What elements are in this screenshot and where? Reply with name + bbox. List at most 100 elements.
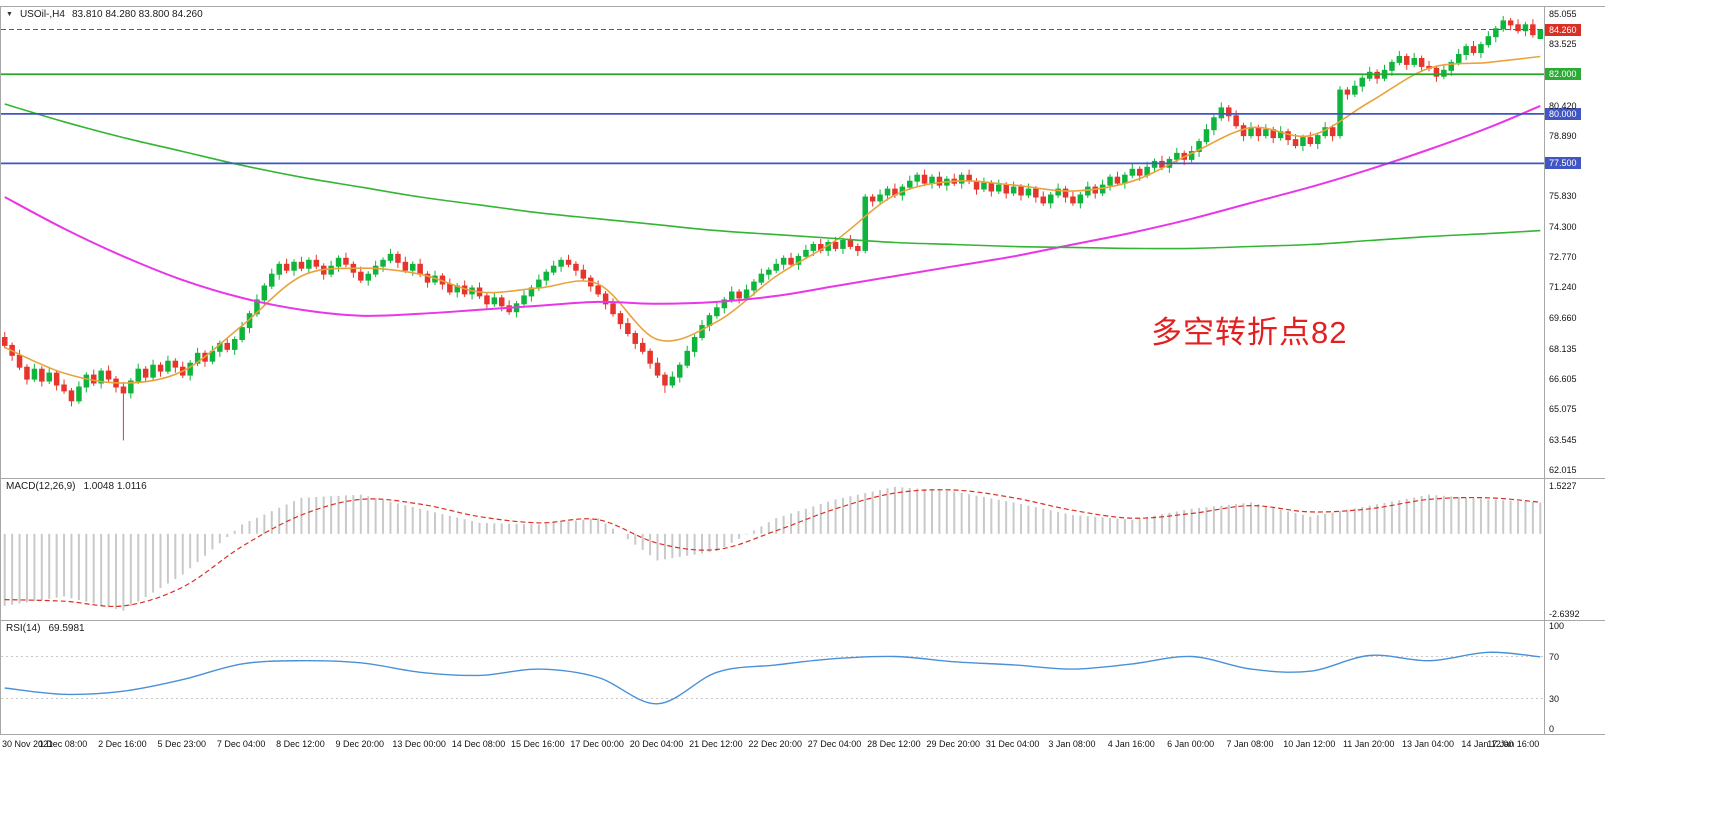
candle-body bbox=[625, 323, 631, 335]
candle-body bbox=[120, 386, 127, 394]
candle-body bbox=[291, 261, 297, 271]
candle-body bbox=[380, 259, 386, 267]
price-tick-label: 71.240 bbox=[1549, 282, 1577, 293]
candle-body bbox=[461, 285, 468, 295]
time-axis[interactable]: 30 Nov 2021 1 Dec 08:00 2 Dec 16:00 5 Dec 2… bbox=[0, 735, 1605, 757]
time-tick-label: 4 Jan 16:00 bbox=[1107, 739, 1155, 749]
time-tick-label: 31 Dec 04:00 bbox=[985, 739, 1040, 749]
candle-body bbox=[499, 297, 505, 307]
price-tick-label: 78.890 bbox=[1549, 130, 1577, 141]
candle-body bbox=[1404, 56, 1410, 65]
time-tick-label: 29 Dec 20:00 bbox=[926, 739, 981, 749]
candle-body bbox=[269, 273, 275, 287]
candle-body bbox=[1040, 196, 1046, 204]
candle-body bbox=[1292, 139, 1299, 147]
candle-body bbox=[803, 249, 809, 257]
candle-body bbox=[810, 244, 817, 251]
candle-body bbox=[1411, 58, 1417, 65]
rsi-label-row: RSI(14) 69.5981 bbox=[6, 623, 85, 634]
candle-body bbox=[647, 350, 653, 364]
candle-body bbox=[165, 360, 171, 372]
candle-body bbox=[847, 240, 854, 247]
candle-body bbox=[1374, 71, 1380, 79]
time-tick-label: 30 Nov 2021 bbox=[2, 739, 54, 749]
candle-body bbox=[832, 242, 839, 249]
candle-body bbox=[1003, 184, 1009, 194]
candle-body bbox=[1151, 160, 1158, 168]
price-axis[interactable]: 84.260 82.000 80.000 77.500 85.055 83.525 80.4… bbox=[1544, 7, 1606, 478]
candle-body bbox=[884, 188, 891, 196]
candle-body bbox=[410, 263, 416, 271]
candle-body bbox=[840, 240, 846, 249]
candle-body bbox=[610, 303, 616, 315]
candle-body bbox=[313, 259, 320, 267]
candle-body bbox=[83, 374, 90, 388]
candle-body bbox=[387, 253, 394, 261]
candle-body bbox=[632, 333, 638, 344]
candle-body bbox=[929, 176, 935, 184]
candle-body bbox=[1062, 188, 1069, 198]
candle-body bbox=[640, 342, 646, 352]
candle-body bbox=[372, 265, 379, 275]
time-tick-label: 17 Dec 00:00 bbox=[570, 739, 624, 749]
candle-body bbox=[194, 352, 201, 364]
candle-body bbox=[1107, 176, 1113, 186]
candle-body bbox=[224, 342, 230, 350]
rsi-chart[interactable] bbox=[1, 621, 1544, 734]
candlestick-chart[interactable] bbox=[1, 7, 1544, 478]
rsi-tick-label: 0 bbox=[1549, 724, 1555, 734]
candle-body bbox=[662, 374, 668, 386]
price-level-badge: 80.000 bbox=[1545, 107, 1581, 120]
macd-tick-label: 1.5227 bbox=[1549, 481, 1577, 492]
candle-body bbox=[1159, 160, 1165, 168]
price-tick-label: 74.300 bbox=[1549, 221, 1577, 232]
candle-body bbox=[16, 354, 23, 368]
candle-body bbox=[76, 386, 82, 402]
rsi-tick-label: 70 bbox=[1549, 651, 1560, 662]
collapse-icon[interactable]: ▼ bbox=[6, 11, 13, 18]
candle-body bbox=[936, 176, 943, 186]
price-tick-label: 62.015 bbox=[1549, 464, 1577, 475]
candle-body bbox=[699, 325, 705, 339]
candle-body bbox=[1211, 117, 1217, 131]
candle-body bbox=[1456, 54, 1462, 63]
candle-body bbox=[1352, 85, 1358, 95]
price-tick-label: 69.660 bbox=[1549, 313, 1577, 324]
candle-body bbox=[261, 285, 268, 301]
candle-body bbox=[142, 368, 149, 378]
rsi-tick-label: 100 bbox=[1549, 621, 1565, 631]
candle-body bbox=[1122, 174, 1128, 184]
macd-chart[interactable] bbox=[1, 479, 1544, 620]
candle-body bbox=[617, 313, 624, 325]
macd-axis[interactable]: 1.5227 -2.6392 bbox=[1544, 479, 1606, 620]
candle-body bbox=[1085, 186, 1091, 196]
candle-body bbox=[1329, 127, 1336, 137]
candle-body bbox=[447, 283, 453, 293]
candle-body bbox=[580, 269, 587, 279]
candle-body bbox=[1196, 141, 1202, 153]
candle-body bbox=[98, 370, 104, 384]
time-tick-label: 21 Dec 12:00 bbox=[689, 739, 743, 749]
candle-body bbox=[521, 295, 527, 305]
candle-body bbox=[743, 289, 750, 299]
candle-body bbox=[677, 364, 683, 378]
candle-body bbox=[254, 299, 260, 315]
candle-body bbox=[1500, 20, 1506, 30]
candle-body bbox=[1263, 129, 1269, 137]
candle-body bbox=[1441, 69, 1447, 77]
candle-body bbox=[988, 182, 995, 192]
candle-body bbox=[1240, 125, 1247, 137]
candle-body bbox=[150, 364, 156, 378]
candle-body bbox=[298, 261, 305, 269]
candle-body bbox=[343, 257, 349, 265]
candle-body bbox=[1055, 188, 1061, 196]
time-tick-label: 14 Jan 12:00 bbox=[1461, 739, 1514, 749]
candle-body bbox=[602, 293, 609, 305]
rsi-axis[interactable]: 100 70 30 0 bbox=[1544, 621, 1606, 734]
candle-body bbox=[335, 257, 342, 267]
price-tick-label: 80.420 bbox=[1549, 100, 1577, 111]
candle-body bbox=[1359, 77, 1365, 87]
time-tick-label: 3 Jan 08:00 bbox=[1048, 739, 1096, 749]
candle-body bbox=[46, 372, 52, 382]
